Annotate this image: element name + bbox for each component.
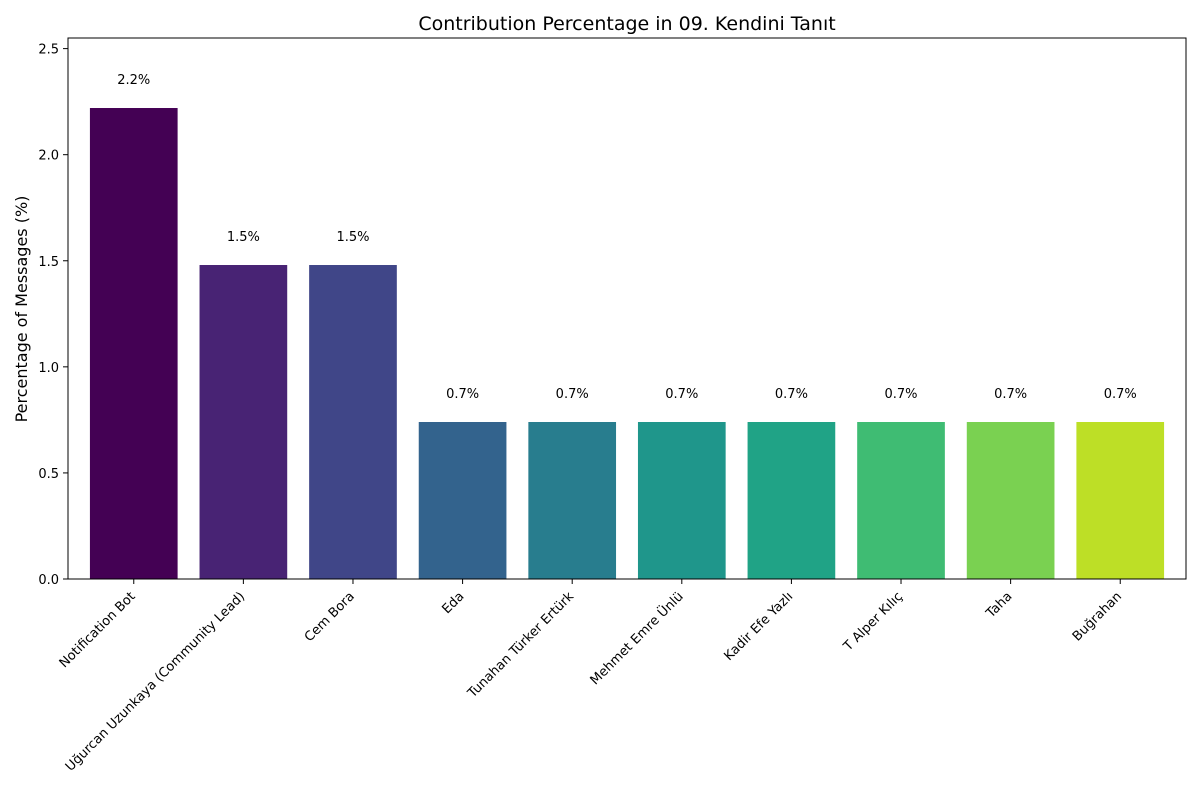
x-tick-label: Taha xyxy=(983,589,1016,622)
x-tick-label: Cem Bora xyxy=(302,589,358,645)
y-tick-label: 1.5 xyxy=(38,255,59,270)
data-label: 0.7% xyxy=(994,387,1027,402)
bar xyxy=(1076,422,1165,579)
bar xyxy=(966,422,1055,579)
data-label: 0.7% xyxy=(1104,387,1137,402)
data-label: 2.2% xyxy=(117,73,150,88)
axes-frame xyxy=(67,37,1187,580)
plot-area: 2.2% Notification Bot 1.5% Uğurcan Uzunkaya… xyxy=(38,37,1187,775)
y-tick-label: 1.0 xyxy=(38,361,59,376)
x-tick-label: Tunahan Türker Ertürk xyxy=(465,589,578,702)
x-tick-label: Mehmet Emre Ünlü xyxy=(586,588,686,688)
y-tick-label: 0.0 xyxy=(38,573,59,588)
x-tick-label: T Alper Kılıç xyxy=(840,589,906,655)
chart-title: Contribution Percentage in 09. Kendini T… xyxy=(418,13,835,35)
x-tick-label: Buğrahan xyxy=(1070,589,1125,644)
y-axis-title: Percentage of Messages (%) xyxy=(12,196,31,423)
bar xyxy=(528,422,617,579)
x-tick-label: Kadir Efe Yazlı xyxy=(721,589,796,664)
x-tick-label: Notification Bot xyxy=(57,589,139,671)
data-label: 1.5% xyxy=(227,230,260,245)
data-label: 0.7% xyxy=(775,387,808,402)
y-tick-label: 2.0 xyxy=(38,149,59,164)
x-tick-label: Eda xyxy=(440,589,468,617)
x-tick-label: Uğurcan Uzunkaya (Community Lead) xyxy=(63,589,248,774)
bar xyxy=(418,422,507,579)
data-label: 0.7% xyxy=(556,387,589,402)
bar xyxy=(89,108,178,579)
bar xyxy=(637,422,726,579)
data-label: 1.5% xyxy=(336,230,369,245)
y-tick-label: 2.5 xyxy=(38,43,59,58)
data-label: 0.7% xyxy=(885,387,918,402)
y-tick-label: 0.5 xyxy=(38,467,59,482)
bar xyxy=(199,265,288,579)
bar xyxy=(747,422,836,579)
data-label: 0.7% xyxy=(665,387,698,402)
data-label: 0.7% xyxy=(446,387,479,402)
bar xyxy=(309,265,397,579)
bar xyxy=(857,422,945,579)
